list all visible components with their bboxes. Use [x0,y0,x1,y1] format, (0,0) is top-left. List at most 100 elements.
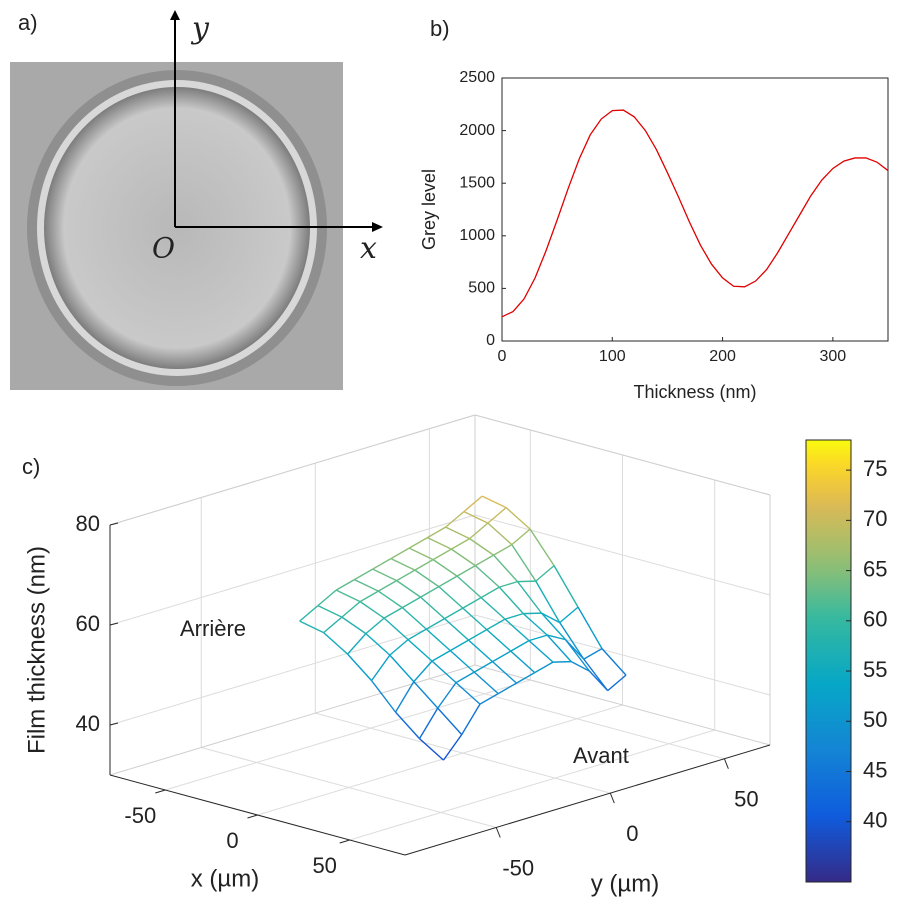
x-tick-label: 300 [820,348,847,365]
y-tick-label: -50 [502,855,534,880]
panel-a: a) y x O [10,10,383,390]
y-tick-label: 0 [626,821,638,846]
surface-segment [487,507,507,524]
surface-segment [432,559,458,577]
panel-label: b) [430,16,450,41]
surface-segment [413,681,439,709]
surface-segment [468,629,488,641]
surface-segment [335,579,355,591]
surface-segment [449,650,475,673]
surface-segment [389,639,409,656]
surface-segment [473,661,493,673]
surface-segment [486,618,506,631]
surface-segment [359,590,379,603]
origin-label: O [152,232,175,265]
surface-segment [419,738,444,761]
axes-box [501,77,889,342]
x-tick-label: 100 [599,348,626,365]
surface-segment [371,680,397,713]
surface-segment [463,495,483,513]
surface-segment [378,580,397,592]
surface-segment [498,586,524,615]
surface-segment [341,616,367,635]
surface-segment [504,618,530,642]
surface-segment [407,628,427,641]
surface-segment [383,607,403,619]
surface-segment [552,660,572,663]
x-tick [155,789,166,794]
surface-segment [480,597,506,620]
surface-segment [462,607,488,631]
axis-y-label: y [190,11,210,46]
surface-segment [438,575,458,588]
surface-segment [577,606,603,649]
surface-segment [456,575,482,599]
surface-segment [317,604,343,618]
y-tick-label: 2500 [459,69,495,86]
box-edge [474,414,771,496]
surface-segment [420,596,446,620]
arrow-head [372,222,383,232]
surface-segment [377,590,403,609]
y-tick-label: 500 [468,280,495,297]
surface-segment [535,580,561,623]
surface-segment [347,633,367,655]
surface-segment [450,548,476,567]
colorbar-tick-label: 50 [863,707,887,732]
z-tick [109,522,119,526]
surface-segment [553,565,579,608]
grid-line [109,514,476,626]
surface-segment [523,612,542,615]
surface-segment [408,537,428,549]
surface-segment [455,671,475,684]
x-tick-label: 50 [312,853,336,878]
surface-segment [510,640,530,652]
surface-segment [469,522,489,540]
y-tick-label: 50 [734,787,758,812]
surface-segment [390,557,416,571]
annotation: Avant [573,743,629,768]
surface-segment [481,495,507,509]
surface-segment [534,661,554,674]
surface-segment [370,654,391,682]
surface-segment [479,693,499,705]
surface-segment [427,536,452,550]
surface-segment [437,682,457,709]
surface-segment [468,639,493,663]
surface-segment [442,734,463,761]
surface-segment [474,554,494,567]
axis-x-label: x [360,231,377,266]
y-tick-label: 0 [486,332,495,349]
surface-segment [413,660,433,683]
surface-segment [473,671,499,695]
colorbar [805,439,852,883]
colorbar-tick-label: 60 [863,607,887,632]
surface-segment [299,620,324,634]
line-series [501,109,889,318]
surface-segment [541,612,561,624]
x-tick-label: 0 [226,828,238,853]
surface-segment [564,639,585,660]
surface-segment [511,528,531,546]
surface-segment [408,547,434,561]
surface-segment [445,511,465,528]
surface-segment [517,580,536,583]
surface-segment [401,607,427,630]
surface-segment [487,522,513,546]
surface-segment [432,548,452,561]
surface-segment [389,654,415,683]
x-axis-title: Thickness (nm) [633,382,756,402]
surface-segment [431,660,457,684]
surface-segment [383,617,409,641]
y-axis-title: y (µm) [591,870,659,897]
surface-segment [444,618,469,641]
surface-segment [347,653,373,682]
y-tick-label: 1500 [459,174,495,191]
colorbar-tick-label: 55 [863,657,887,682]
surface-segment [510,650,536,674]
surface-segment [456,565,476,577]
grid-line [165,679,531,791]
surface-segment [372,568,397,582]
y-tick [723,758,729,769]
